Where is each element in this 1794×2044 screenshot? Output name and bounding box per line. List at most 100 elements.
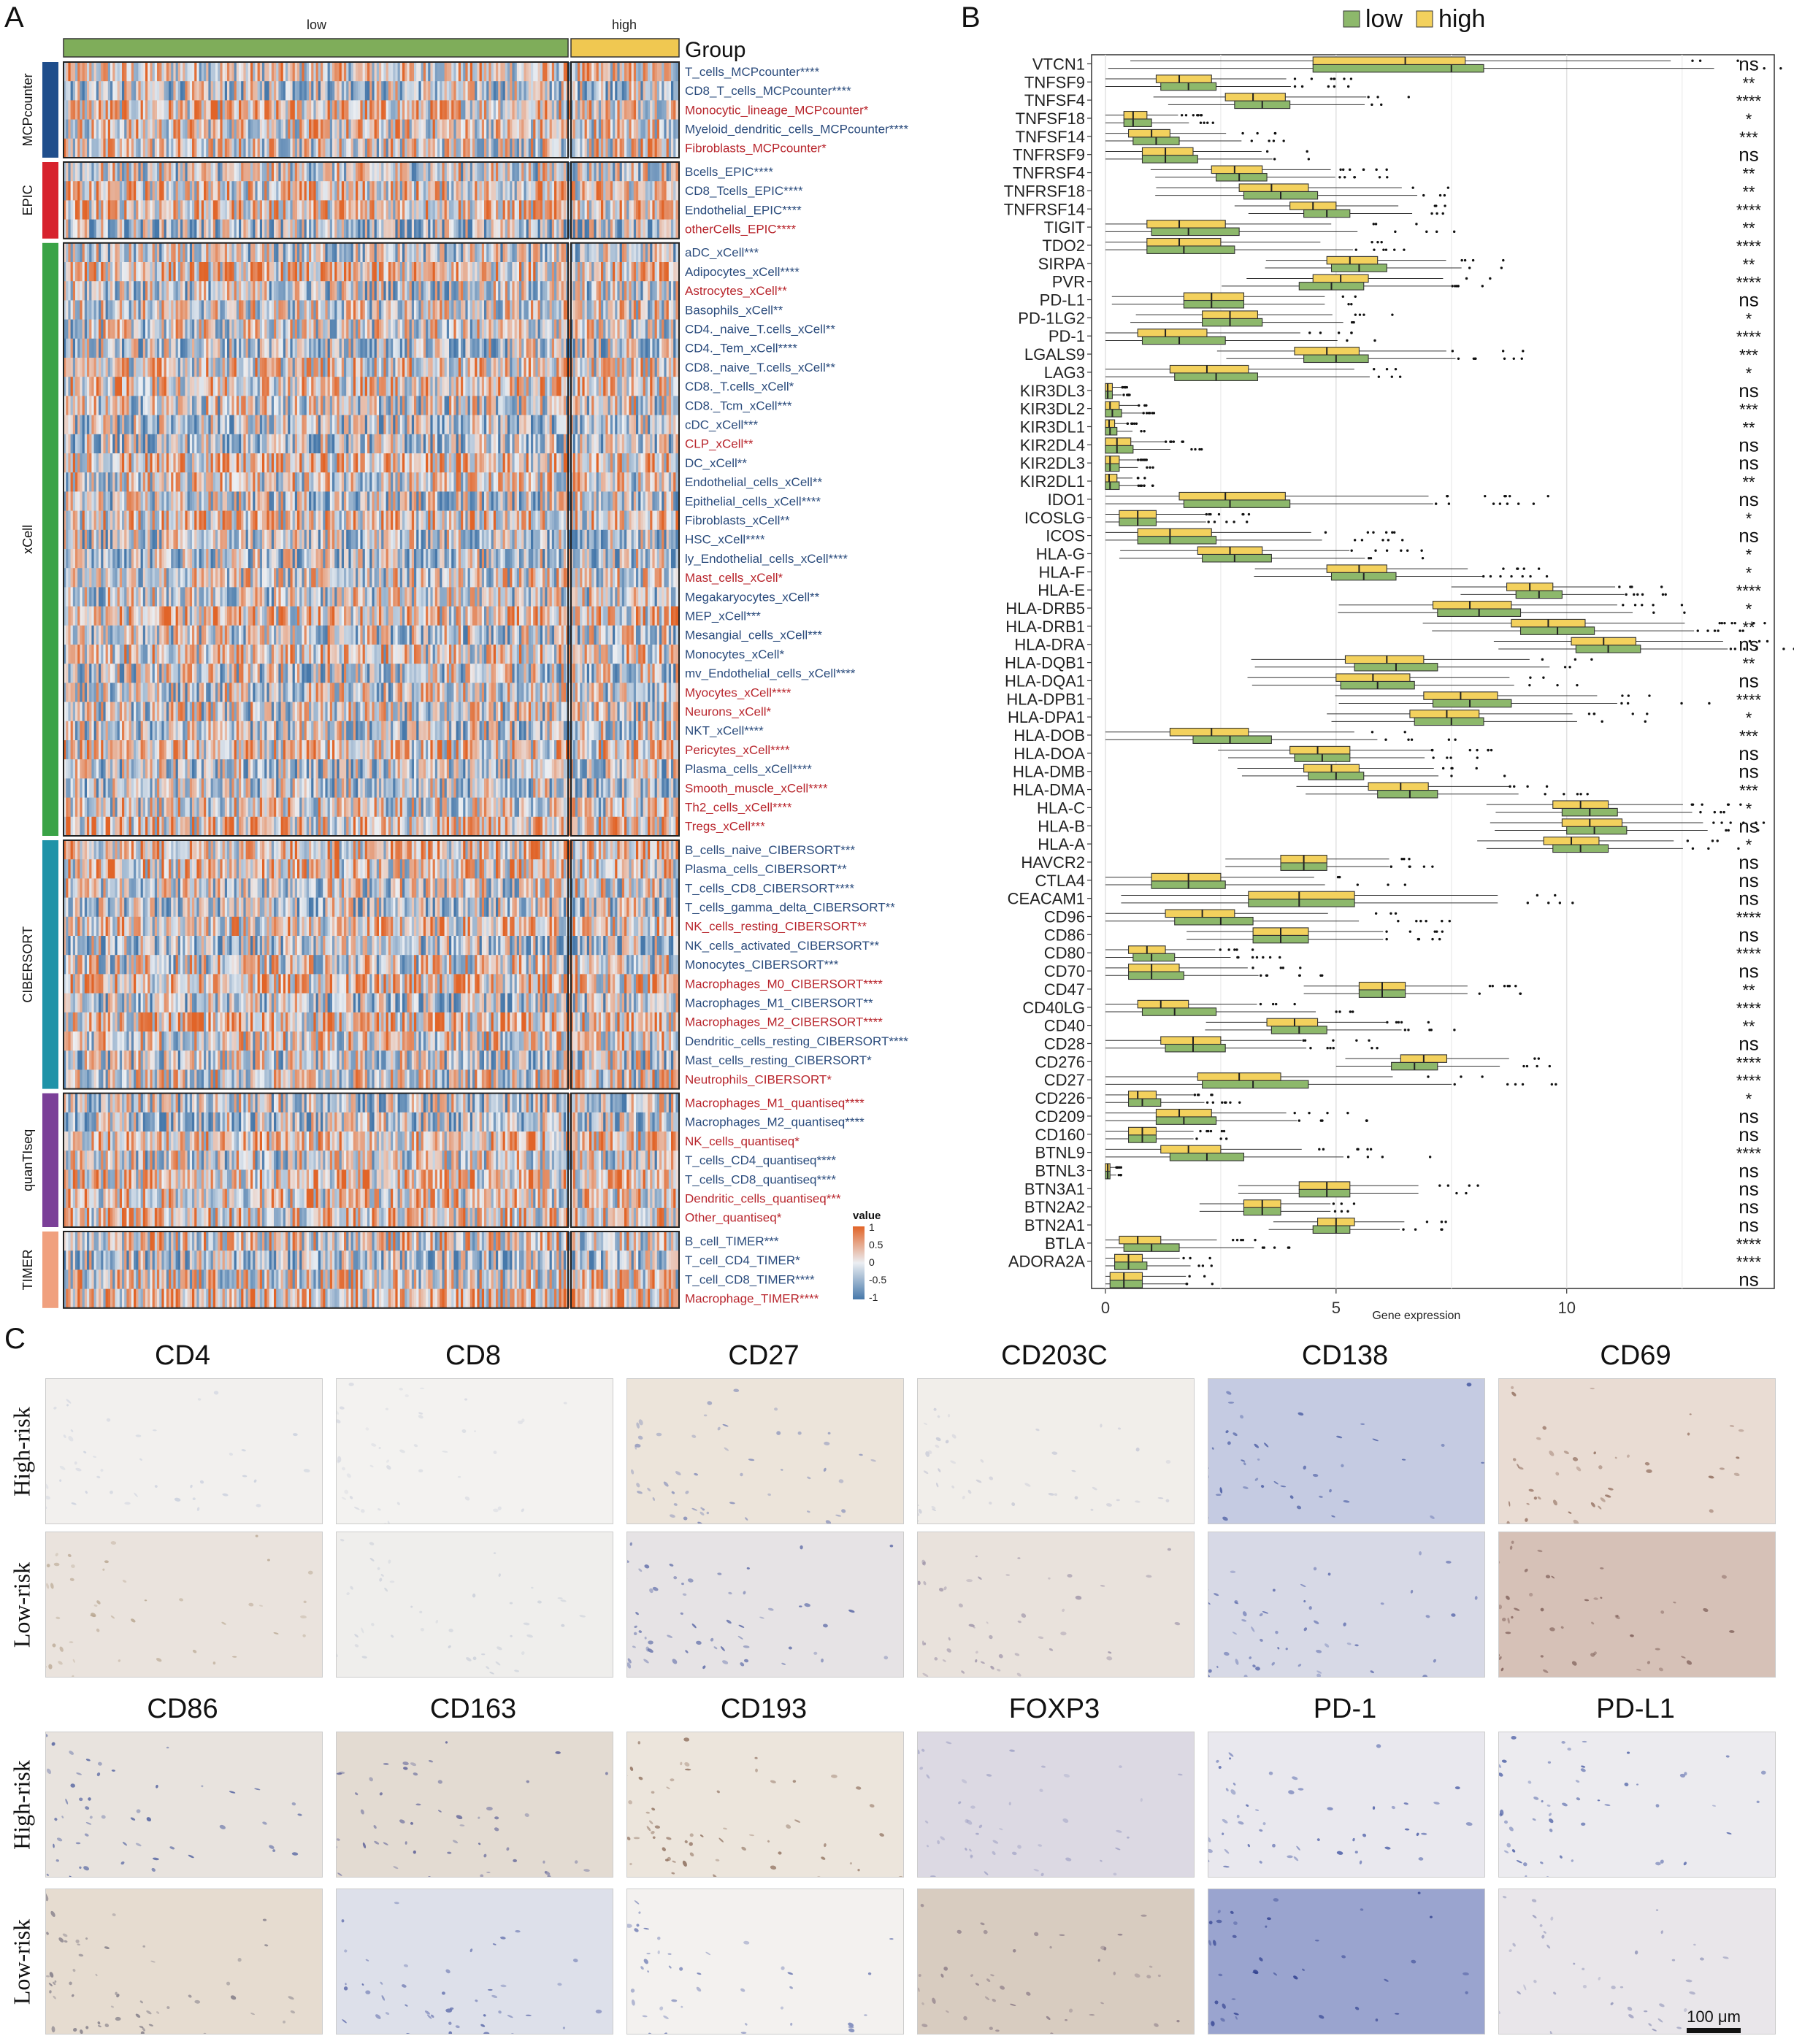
heatmap-cell (180, 200, 183, 220)
heatmap-cell (231, 338, 234, 358)
heatmap-cell (204, 219, 207, 239)
heatmap-cell (507, 319, 510, 339)
heatmap-cell (147, 300, 150, 320)
heatmap-cell (575, 200, 578, 220)
heatmap-cell (274, 138, 277, 158)
heatmap-cell (613, 281, 616, 301)
heatmap-cell (292, 242, 296, 263)
heatmap-cell (486, 415, 489, 435)
heatmap-cell (512, 396, 515, 415)
heatmap-cell (381, 319, 384, 339)
heatmap-cell (171, 338, 174, 358)
heatmap-cell (624, 262, 627, 282)
heatmap-cell (103, 396, 106, 415)
heatmap-cell (388, 138, 391, 158)
heatmap-cell (89, 338, 92, 358)
heatmap-cell (605, 300, 608, 320)
heatmap-cell (467, 338, 471, 358)
heatmap-cell (348, 81, 351, 101)
heatmap-cell (580, 300, 583, 320)
heatmap-cell (332, 138, 335, 158)
heatmap-cell (199, 138, 202, 158)
heatmap-cell (605, 81, 608, 101)
heatmap-cell (126, 200, 129, 220)
heatmap-cell (66, 219, 69, 239)
heatmap-cell (311, 300, 314, 320)
heatmap-cell (648, 262, 651, 282)
heatmap-cell (201, 100, 204, 120)
heatmap-cell (575, 300, 578, 320)
heatmap-cell (594, 358, 597, 377)
heatmap-cell (154, 138, 158, 158)
heatmap-cell (372, 162, 375, 182)
heatmap-cell (666, 200, 670, 220)
heatmap-cell (399, 262, 403, 282)
heatmap-cell (239, 358, 242, 377)
heatmap-cell (369, 138, 372, 158)
heatmap-cell (397, 242, 401, 263)
heatmap-cell (64, 81, 66, 101)
heatmap-cell (129, 319, 132, 339)
heatmap-cell (578, 138, 580, 158)
heatmap-cell (372, 415, 375, 435)
heatmap-cell (264, 119, 267, 139)
heatmap-cell (187, 138, 191, 158)
heatmap-cell (82, 300, 85, 320)
heatmap-cell (437, 377, 440, 396)
heatmap-cell (166, 200, 169, 220)
heatmap-cell (629, 219, 632, 239)
heatmap-cell (556, 62, 559, 82)
heatmap-cell (199, 281, 202, 301)
heatmap-cell (222, 300, 226, 320)
heatmap-cell (107, 377, 111, 396)
heatmap-cell (671, 338, 674, 358)
heatmap-cell (124, 396, 127, 415)
heatmap-cell (96, 162, 99, 182)
heatmap-cell (391, 281, 394, 301)
heatmap-cell (449, 62, 452, 82)
heatmap-cell (479, 281, 483, 301)
heatmap-cell (453, 377, 456, 396)
heatmap-cell (376, 200, 380, 220)
heatmap-cell (75, 219, 78, 239)
heatmap-cell (395, 300, 398, 320)
heatmap-cell (379, 396, 382, 415)
heatmap-cell (124, 181, 127, 201)
group-label-high: high (612, 18, 637, 32)
heatmap-cell (107, 319, 111, 339)
heatmap-cell (299, 319, 302, 339)
heatmap-cell (339, 338, 342, 358)
heatmap-cell (374, 162, 377, 182)
heatmap-cell (596, 81, 599, 101)
heatmap-cell (91, 219, 94, 239)
heatmap-cell (426, 377, 429, 396)
heatmap-cell (285, 338, 288, 358)
heatmap-cell (505, 162, 508, 182)
heatmap-cell (388, 358, 391, 377)
heatmap-cell (80, 262, 83, 282)
heatmap-cell (479, 262, 483, 282)
heatmap-cell (547, 100, 550, 120)
heatmap-cell (582, 81, 585, 101)
heatmap-cell (453, 338, 456, 358)
heatmap-cell (561, 338, 564, 358)
heatmap-cell (463, 181, 466, 201)
heatmap-cell (374, 377, 377, 396)
heatmap-cell (64, 219, 66, 239)
heatmap-cell (134, 377, 137, 396)
heatmap-cell (662, 219, 664, 239)
heatmap-cell (323, 319, 326, 339)
heatmap-cell (416, 281, 419, 301)
panel-letter-c: C (4, 1323, 26, 1356)
heatmap-cell (409, 242, 413, 263)
heatmap-cell (540, 181, 543, 201)
heatmap-cell (222, 138, 226, 158)
heatmap-cell (531, 119, 534, 139)
heatmap-cell (262, 300, 265, 320)
heatmap-cell (556, 338, 559, 358)
heatmap-cell (507, 338, 510, 358)
heatmap-cell (545, 119, 548, 139)
heatmap-cell (122, 181, 125, 201)
heatmap-cell (498, 181, 501, 201)
heatmap-cell (654, 81, 658, 101)
